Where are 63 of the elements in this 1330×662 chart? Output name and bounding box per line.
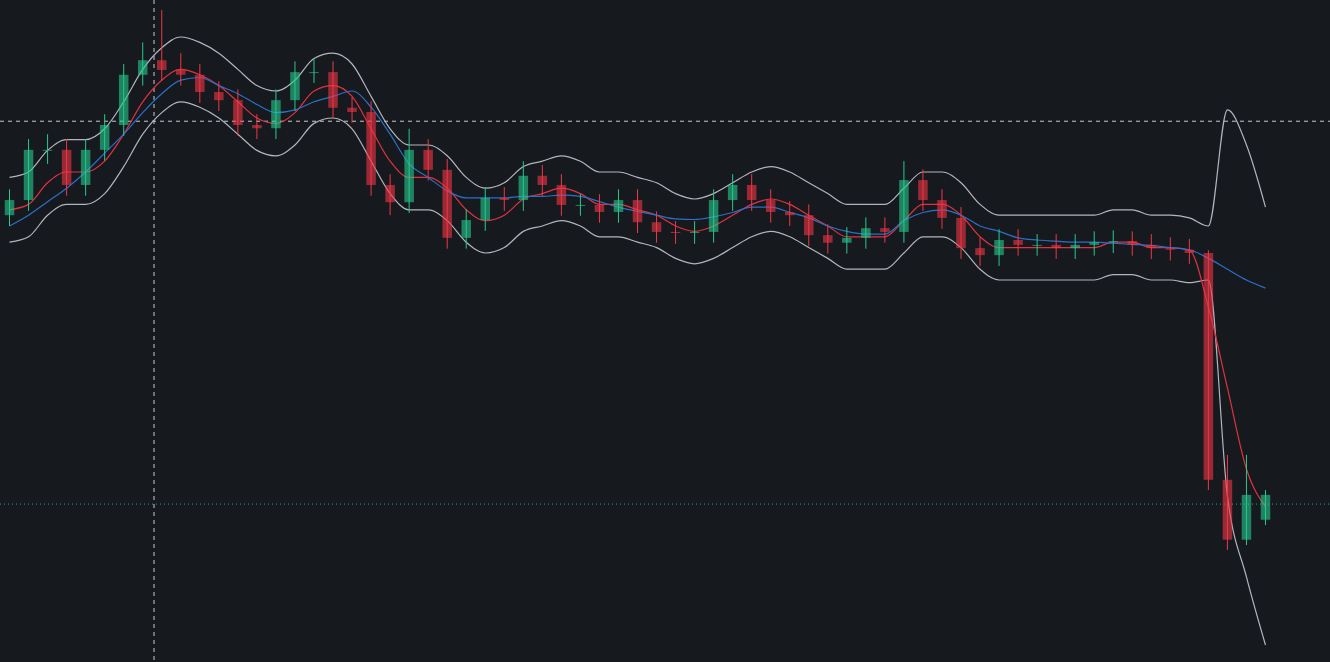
candlestick	[918, 168, 928, 212]
candlestick	[214, 80, 224, 112]
candlestick	[861, 216, 871, 250]
candlestick	[61, 138, 72, 197]
candlestick	[651, 210, 662, 244]
candlestick	[404, 128, 414, 214]
candlestick	[880, 216, 890, 244]
candlestick	[23, 138, 34, 212]
candlestick	[1070, 233, 1080, 260]
candlestick	[537, 164, 548, 197]
candlestick	[1222, 454, 1233, 551]
candlestick	[842, 226, 852, 255]
candlestick	[613, 188, 624, 224]
candlestick	[1127, 230, 1138, 257]
candlestick	[632, 188, 643, 234]
candlestick	[233, 88, 243, 137]
candlestick	[118, 63, 129, 137]
candlestick	[1032, 233, 1042, 257]
candlestick	[823, 223, 833, 255]
candlestick	[157, 9, 167, 82]
candlestick	[252, 113, 262, 140]
candlestick	[956, 206, 966, 260]
candlestick	[309, 58, 319, 84]
candlestick	[1108, 229, 1118, 254]
candlestick	[442, 158, 452, 250]
candlestick	[689, 220, 700, 245]
candlestick	[328, 60, 338, 120]
candlestick	[1241, 454, 1252, 546]
candlestick	[290, 60, 300, 112]
candlestick	[137, 41, 148, 87]
candlestick	[518, 160, 529, 212]
candlestick	[366, 100, 376, 197]
candlestick	[195, 63, 205, 104]
candlestick	[347, 96, 357, 124]
candlestick	[937, 188, 947, 230]
candlestick	[461, 208, 471, 250]
candlestick	[575, 193, 586, 217]
candlestick	[176, 52, 186, 87]
candlestick	[1260, 489, 1271, 526]
candlestick	[727, 173, 738, 212]
candlestick	[1051, 233, 1061, 260]
candlestick	[1089, 230, 1099, 257]
candlestick	[1203, 249, 1214, 491]
candlestick	[975, 236, 985, 267]
candlestick	[80, 138, 91, 197]
candlestick	[42, 133, 53, 165]
candlestick	[994, 228, 1004, 267]
candlestick	[556, 173, 567, 217]
candlestick	[594, 193, 605, 224]
candlestick	[765, 188, 776, 224]
candlestick	[4, 188, 15, 227]
candlestick	[480, 186, 491, 232]
candlestick	[746, 173, 757, 212]
candlestick	[423, 138, 433, 182]
candlestick	[385, 173, 395, 216]
candlestick	[1165, 236, 1176, 262]
candlestick	[99, 113, 110, 162]
candlestick	[271, 88, 281, 140]
candlestick	[899, 160, 909, 244]
candlestick	[708, 188, 719, 244]
candlestick	[804, 203, 814, 247]
candlestick	[670, 220, 681, 245]
candlestick	[1013, 228, 1023, 257]
